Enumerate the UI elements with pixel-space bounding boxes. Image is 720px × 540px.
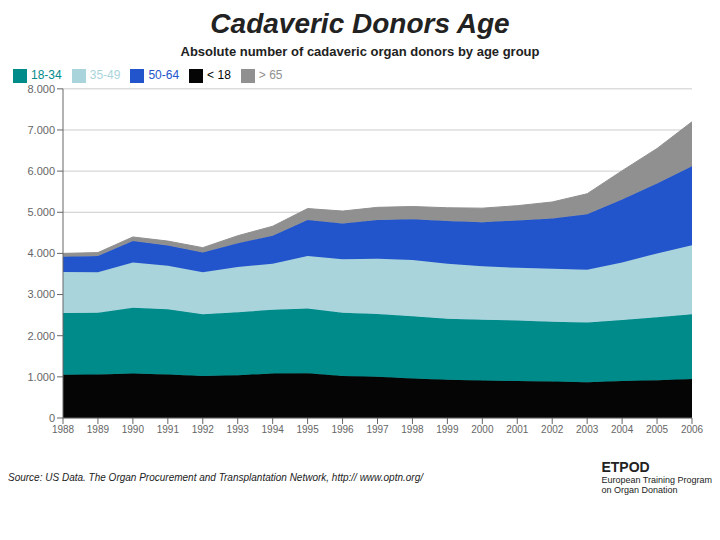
svg-text:2006: 2006 — [681, 424, 704, 435]
html-text:Absolute number of cadaveric o: Absolute number of cadaveric organ donor… — [180, 44, 540, 59]
html-text:50-64: 50-64 — [148, 68, 180, 82]
html-text:Source: US Data. The Organ Pro: Source: US Data. The Organ Procurement a… — [8, 471, 423, 483]
svg-text:2001: 2001 — [506, 424, 529, 435]
html-text:35-49: 35-49 — [89, 68, 121, 82]
svg-text:2005: 2005 — [646, 424, 669, 435]
svg-text:4.000: 4.000 — [27, 247, 55, 259]
svg-text:1999: 1999 — [436, 424, 459, 435]
svg-text:1992: 1992 — [192, 424, 215, 435]
svg-text:2000: 2000 — [471, 424, 494, 435]
svg-text:1994: 1994 — [262, 424, 285, 435]
svg-text:2002: 2002 — [541, 424, 564, 435]
svg-text:3.000: 3.000 — [27, 288, 55, 300]
svg-text:1993: 1993 — [227, 424, 250, 435]
svg-text:1996: 1996 — [331, 424, 354, 435]
html-text:ETPOD: ETPOD — [601, 459, 650, 475]
svg-text:6.000: 6.000 — [27, 165, 55, 177]
svg-text:8.000: 8.000 — [27, 83, 55, 95]
svg-text:1989: 1989 — [87, 424, 110, 435]
svg-text:2.000: 2.000 — [27, 330, 55, 342]
svg-text:1988: 1988 — [52, 424, 75, 435]
svg-text:1995: 1995 — [296, 424, 319, 435]
svg-text:7.000: 7.000 — [27, 124, 55, 136]
html-text:18-34: 18-34 — [31, 68, 62, 82]
html-text:European Training Program on O: European Training Program on Organ Donat… — [601, 475, 712, 495]
svg-text:1990: 1990 — [122, 424, 145, 435]
svg-text:1.000: 1.000 — [27, 371, 55, 383]
svg-text:0: 0 — [49, 412, 55, 424]
html-text:Cadaveric Donors Age: Cadaveric Donors Age — [210, 8, 510, 39]
svg-text:5.000: 5.000 — [27, 206, 55, 218]
svg-text:1997: 1997 — [366, 424, 389, 435]
svg-text:1991: 1991 — [157, 424, 180, 435]
svg-text:2004: 2004 — [611, 424, 634, 435]
html-text:> 65: > 65 — [258, 68, 283, 82]
html-text:< 18: < 18 — [207, 68, 231, 82]
svg-text:1998: 1998 — [401, 424, 424, 435]
svg-text:2003: 2003 — [576, 424, 599, 435]
